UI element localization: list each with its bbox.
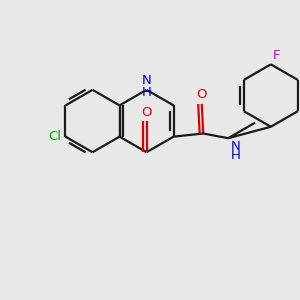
Text: N: N — [231, 140, 240, 153]
Text: O: O — [141, 106, 152, 118]
Text: Cl: Cl — [48, 130, 61, 143]
Text: H: H — [142, 86, 152, 99]
Text: O: O — [196, 88, 207, 101]
Text: H: H — [231, 148, 241, 162]
Text: N: N — [142, 74, 152, 87]
Text: F: F — [272, 49, 280, 62]
